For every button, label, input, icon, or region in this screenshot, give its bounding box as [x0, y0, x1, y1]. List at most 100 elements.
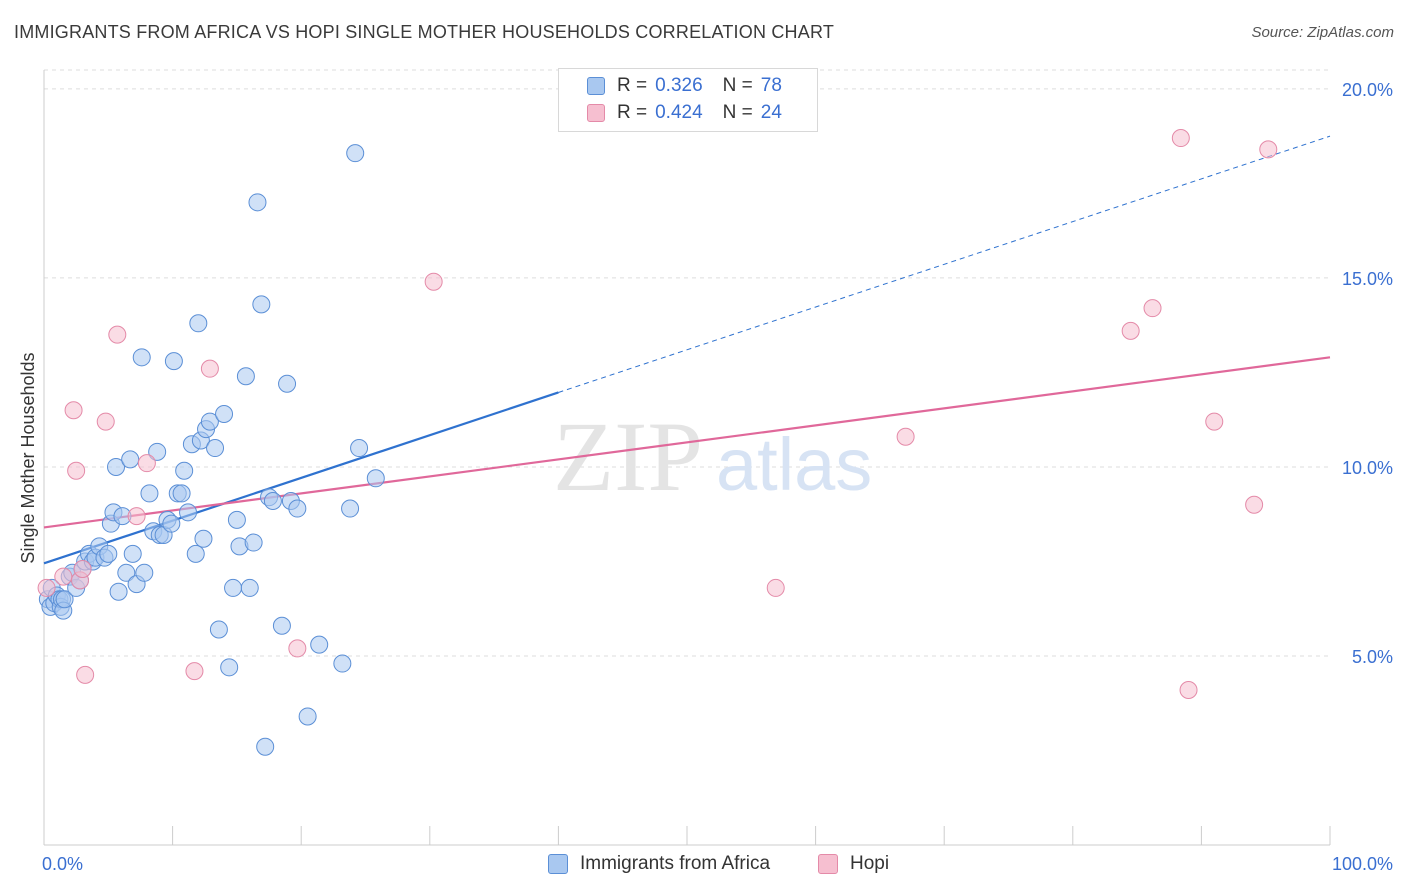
point-africa	[140, 484, 159, 503]
x-tick-labels: 0.0% 100.0%	[42, 854, 1393, 874]
hopi-legend-swatch	[818, 854, 838, 874]
trendline-africa-projection	[558, 135, 1331, 393]
point-hopi	[96, 412, 115, 431]
point-hopi	[288, 639, 307, 658]
r-value: 0.326	[655, 75, 703, 96]
point-hopi	[1171, 129, 1190, 148]
n-label: N =	[722, 102, 753, 123]
chart-title: IMMIGRANTS FROM AFRICA VS HOPI SINGLE MO…	[14, 22, 835, 42]
point-africa	[121, 450, 140, 469]
point-hopi	[108, 325, 127, 344]
point-hopi	[37, 578, 56, 597]
point-africa	[206, 439, 225, 458]
point-africa	[164, 352, 183, 371]
point-africa	[123, 544, 142, 563]
point-africa	[117, 563, 136, 582]
data-points	[37, 129, 1278, 756]
point-africa	[236, 367, 255, 386]
grid-lines	[44, 69, 1330, 657]
y-tick-label: 5.0%	[1352, 647, 1393, 667]
point-africa	[179, 503, 198, 522]
point-hopi	[1245, 495, 1264, 514]
point-africa	[310, 635, 329, 654]
point-africa	[107, 457, 126, 476]
point-hopi	[76, 665, 95, 684]
hopi-swatch	[587, 104, 605, 122]
point-africa	[227, 510, 246, 529]
point-hopi	[185, 662, 204, 681]
point-africa	[162, 514, 181, 533]
point-africa	[346, 144, 365, 163]
source-label: Source: ZipAtlas.com	[1251, 24, 1394, 41]
point-africa	[366, 469, 385, 488]
x-tick-label: 0.0%	[42, 854, 83, 874]
point-africa	[132, 348, 151, 367]
point-africa	[172, 484, 191, 503]
point-africa	[215, 405, 234, 424]
n-value: 24	[760, 102, 782, 123]
stats-legend: R = 0.326 N = 78 R = 0.424 N = 24	[558, 68, 818, 132]
hopi-legend-label: Hopi	[850, 853, 890, 874]
point-africa	[248, 193, 267, 212]
point-africa	[99, 544, 118, 563]
point-africa	[272, 616, 291, 635]
n-label: N =	[722, 75, 753, 96]
r-value: 0.424	[655, 102, 703, 123]
y-tick-label: 20.0%	[1342, 80, 1393, 100]
legend-item-hopi[interactable]: Hopi	[818, 852, 889, 876]
point-africa	[224, 578, 243, 597]
point-hopi	[766, 578, 785, 597]
point-africa	[148, 442, 167, 461]
point-africa	[240, 578, 259, 597]
point-africa	[220, 658, 239, 677]
point-africa	[135, 563, 154, 582]
point-africa	[194, 529, 213, 548]
point-hopi	[137, 454, 156, 473]
watermark-atlas: atlas	[716, 423, 872, 506]
y-tick-label: 15.0%	[1342, 269, 1393, 289]
point-hopi	[200, 359, 219, 378]
point-hopi	[896, 427, 915, 446]
legend-item-africa[interactable]: Immigrants from Africa	[548, 852, 770, 876]
y-tick-label: 10.0%	[1342, 458, 1393, 478]
n-value: 78	[760, 75, 782, 96]
axes	[43, 70, 1331, 846]
point-africa	[341, 499, 360, 518]
stats-row-hopi: R = 0.424 N = 24	[587, 100, 802, 126]
point-africa	[175, 461, 194, 480]
x-tick-label: 100.0%	[1332, 854, 1393, 874]
point-hopi	[73, 560, 92, 579]
trendline-hopi	[43, 356, 1331, 529]
point-hopi	[1205, 412, 1224, 431]
y-tick-labels: 5.0% 10.0% 15.0% 20.0%	[1342, 80, 1393, 667]
point-africa	[186, 544, 205, 563]
point-africa	[200, 412, 219, 431]
r-label: R =	[617, 102, 648, 123]
point-hopi	[1121, 321, 1140, 340]
point-africa	[109, 582, 128, 601]
point-africa	[252, 295, 271, 314]
point-africa	[55, 590, 74, 609]
point-africa	[244, 533, 263, 552]
point-hopi	[1143, 299, 1162, 318]
africa-swatch	[587, 77, 605, 95]
point-hopi	[67, 461, 86, 480]
point-africa	[298, 707, 317, 726]
watermark: ZIP atlas	[553, 401, 872, 512]
point-hopi	[64, 401, 83, 420]
point-africa	[256, 737, 275, 756]
point-hopi	[127, 507, 146, 526]
africa-legend-swatch	[548, 854, 568, 874]
trendlines	[43, 135, 1331, 565]
point-hopi	[54, 567, 73, 586]
trendline-africa	[43, 391, 559, 565]
stats-row-africa: R = 0.326 N = 78	[587, 73, 802, 99]
r-label: R =	[617, 75, 648, 96]
point-africa	[278, 374, 297, 393]
point-hopi	[424, 272, 443, 291]
point-africa	[263, 491, 282, 510]
point-africa	[288, 499, 307, 518]
point-africa	[333, 654, 352, 673]
point-hopi	[1259, 140, 1278, 159]
